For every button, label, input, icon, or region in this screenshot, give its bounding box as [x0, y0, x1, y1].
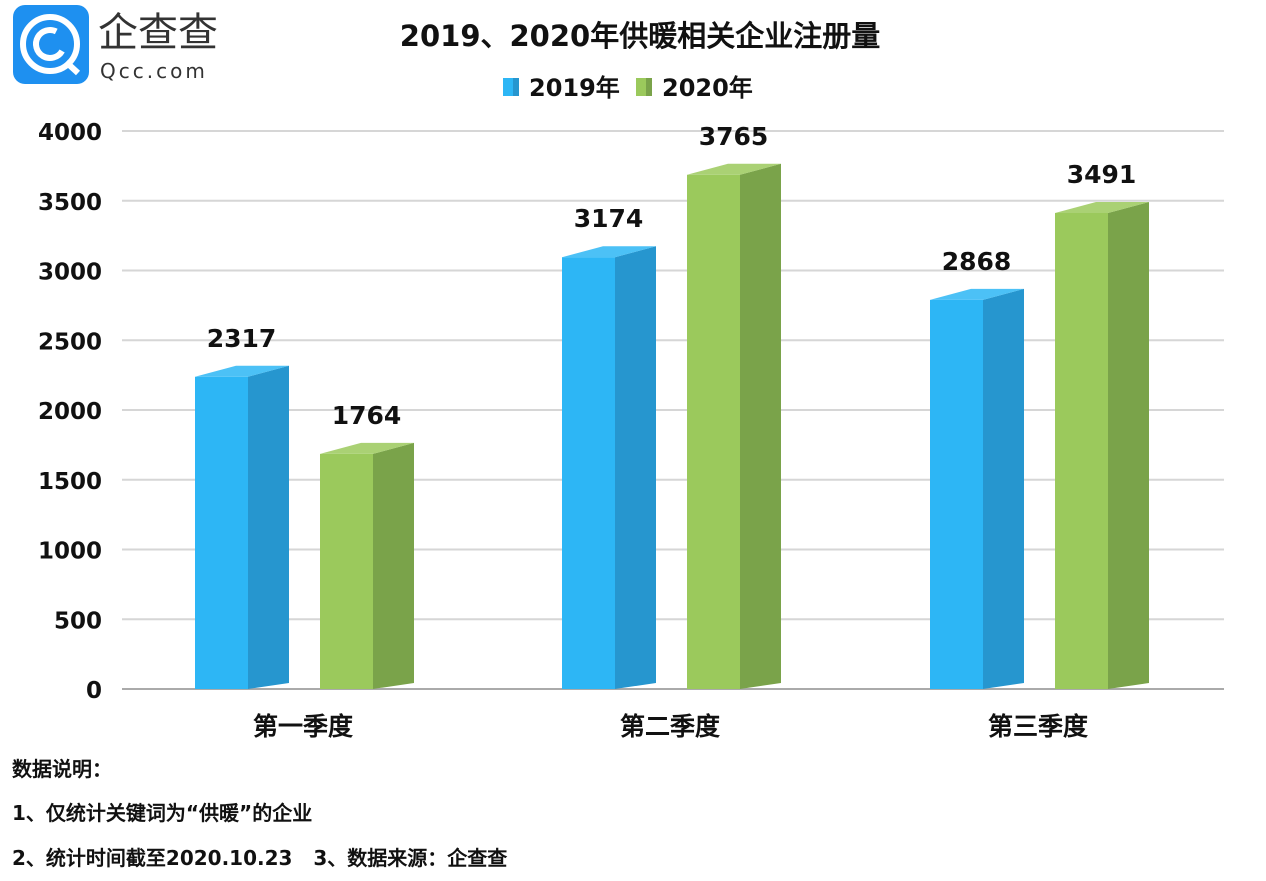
bar-side: [740, 163, 781, 690]
legend-swatch-side: [513, 78, 519, 96]
legend-label: 2020年: [662, 74, 753, 102]
bar-side: [983, 288, 1024, 689]
logo: 企查查 Qcc.com: [13, 5, 218, 84]
legend: 2019年 2020年: [503, 74, 753, 102]
bar-front: [1055, 213, 1108, 689]
notes-line2: 2、统计时间截至2020.10.23 3、数据来源：企查查: [12, 846, 508, 870]
logo-en: Qcc.com: [100, 59, 208, 83]
legend-label: 2019年: [529, 74, 620, 102]
data-label: 3491: [1067, 160, 1137, 189]
bar-top: [320, 442, 414, 454]
y-tick-label: 1500: [38, 469, 102, 495]
legend-swatch: [503, 78, 513, 96]
bar-top: [930, 288, 1024, 300]
y-tick-label: 3500: [38, 190, 102, 216]
bar-top: [195, 365, 289, 377]
legend-swatch-side: [646, 78, 652, 96]
bar: [1055, 202, 1149, 689]
bar-side: [373, 442, 414, 689]
bar-side: [615, 246, 656, 690]
bar: [687, 163, 781, 690]
y-tick-label: 0: [86, 678, 102, 704]
bar-front: [562, 257, 615, 689]
bar-top: [562, 246, 656, 258]
chart-title: 2019、2020年供暖相关企业注册量: [400, 19, 880, 53]
bar-front: [320, 453, 373, 689]
data-label: 3765: [699, 122, 769, 151]
x-tick-label: 第二季度: [620, 712, 720, 741]
bar-top: [1055, 202, 1149, 214]
bar-side: [1108, 202, 1149, 689]
chart: 企查查 Qcc.com 2019、2020年供暖相关企业注册量 2019年 202…: [13, 5, 1224, 741]
data-label: 1764: [332, 401, 402, 430]
data-label: 2317: [207, 324, 277, 353]
legend-swatch: [636, 78, 646, 96]
notes-line1: 1、仅统计关键词为“供暖”的企业: [12, 801, 313, 825]
y-tick-label: 2500: [38, 329, 102, 355]
data-label: 3174: [574, 204, 644, 233]
bar: [930, 288, 1024, 689]
bar-front: [195, 376, 248, 689]
y-tick-label: 1000: [38, 539, 102, 565]
data-label: 2868: [942, 247, 1012, 276]
bar-side: [248, 365, 289, 689]
y-tick-label: 500: [54, 608, 102, 634]
notes-heading: 数据说明：: [12, 757, 112, 781]
bar-front: [687, 174, 740, 690]
bar-front: [930, 299, 983, 689]
bar-top: [687, 163, 781, 175]
bar: [320, 442, 414, 689]
logo-cn: 企查查: [98, 10, 218, 56]
bar: [195, 365, 289, 689]
y-tick-label: 4000: [38, 120, 102, 146]
x-tick-label: 第一季度: [253, 712, 353, 741]
x-tick-label: 第三季度: [988, 712, 1088, 741]
y-tick-label: 2000: [38, 399, 102, 425]
y-tick-label: 3000: [38, 260, 102, 286]
bar: [562, 246, 656, 690]
